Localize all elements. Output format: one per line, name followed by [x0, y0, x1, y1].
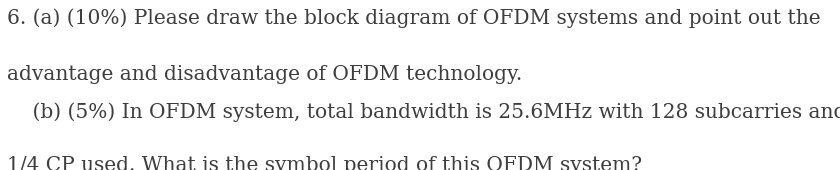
Text: 1/4 CP used. What is the symbol period of this OFDM system?: 1/4 CP used. What is the symbol period o… [7, 156, 642, 170]
Text: (b) (5%) In OFDM system, total bandwidth is 25.6MHz with 128 subcarries and: (b) (5%) In OFDM system, total bandwidth… [7, 102, 840, 122]
Text: 6. (a) (10%) Please draw the block diagram of OFDM systems and point out the: 6. (a) (10%) Please draw the block diagr… [7, 8, 821, 28]
Text: advantage and disadvantage of OFDM technology.: advantage and disadvantage of OFDM techn… [7, 65, 522, 84]
